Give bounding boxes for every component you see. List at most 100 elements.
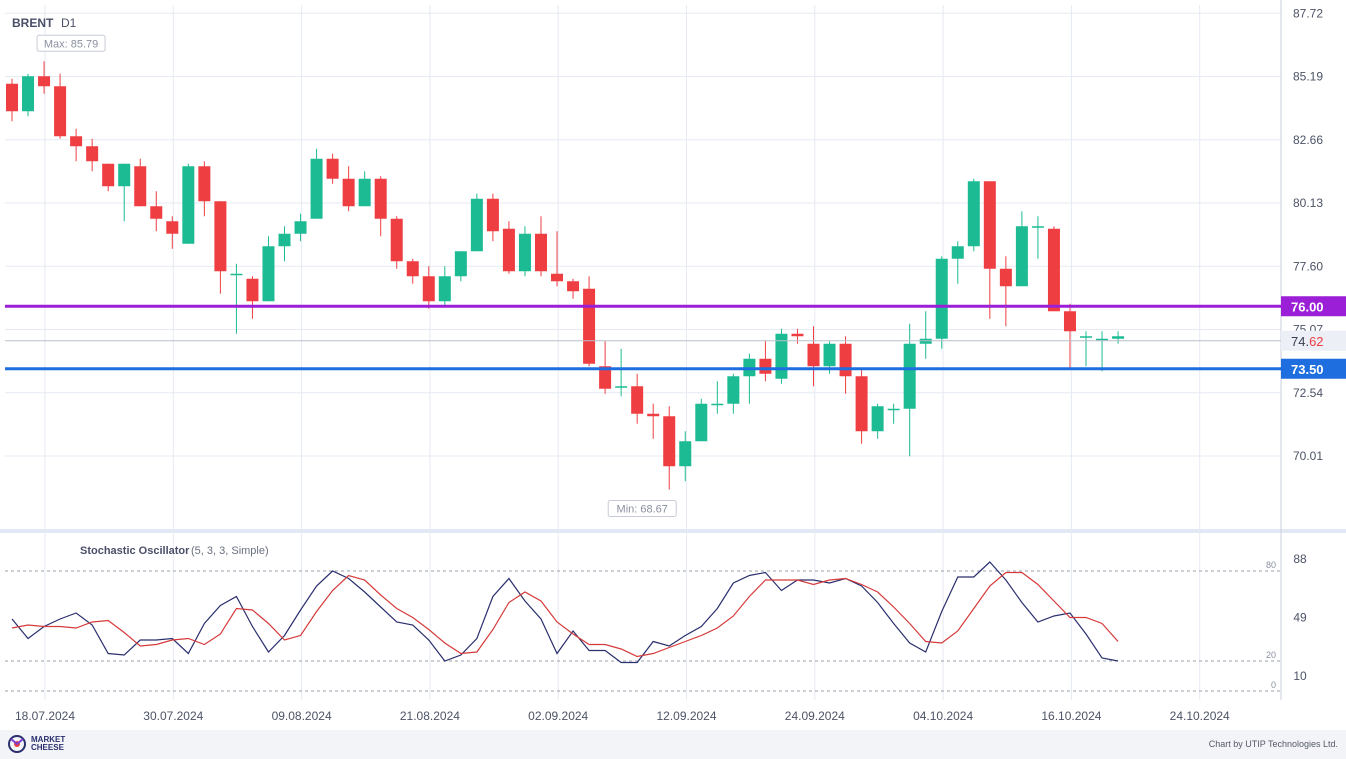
oscillator-level-label: 80 [1266,560,1276,570]
candle-body [663,416,676,467]
candle-body [855,376,868,432]
candle-body [791,333,804,337]
candle-body [198,166,211,202]
oscillator-axis-tick: 49 [1293,611,1307,625]
candle-body [102,163,115,187]
price-level-tag [1281,358,1346,379]
candle-body [342,178,355,207]
price-axis-tick: 72.54 [1293,386,1323,400]
candle-body [727,376,740,404]
candle-body [182,166,195,244]
current-price-tail: 62 [1309,334,1323,349]
current-price-tag [1281,330,1346,351]
candle-body [438,276,451,302]
price-axis-tick: 70.01 [1293,449,1323,463]
price-axis-tick: 82.66 [1293,133,1323,147]
price-level-tag [1281,296,1346,317]
oscillator-params: (5, 3, 3, Simple) [191,545,269,557]
candle-body [903,343,916,409]
candle-body [631,386,644,414]
candle-body [887,408,900,411]
candle-body [839,343,852,377]
market-cheese-logo-icon [8,735,26,753]
oscillator-title: Stochastic Oscillator [80,545,190,557]
price-level-label: 76.00 [1291,299,1324,314]
brand-line-1: MARKET [31,735,66,744]
candle-body [22,76,35,112]
stochastic-d-line [11,571,1119,658]
time-axis-tick: 24.10.2024 [1170,709,1230,723]
candle-body [518,233,531,272]
candle-body [983,181,996,269]
candle-body [807,343,820,367]
oscillator-level-label: 0 [1271,680,1276,690]
candle-body [278,233,291,247]
candle-body [326,158,339,179]
candle-body [166,221,179,234]
candle-body [999,268,1012,287]
candle-body [374,178,387,219]
panel-separator [0,529,1346,533]
current-price-label: 74.62 [1291,334,1324,349]
candle-body [246,278,259,302]
price-axis-tick: 87.72 [1293,6,1323,20]
candle-body [454,251,467,277]
brand-line-2: CHEESE [31,743,64,752]
candle-body [534,233,547,272]
time-axis-tick: 09.08.2024 [272,709,332,723]
candle-body [615,386,628,388]
price-axis-tick: 77.60 [1293,259,1323,273]
candle-body [759,358,772,374]
candle-body [935,258,948,339]
brand-name: MARKET CHEESE [31,736,65,752]
min-price-label-box [607,500,677,517]
candle-body [951,246,964,259]
candle-body [486,198,499,232]
candle-body [358,178,371,207]
candle-body [502,228,515,272]
candle-body [583,288,596,364]
brand-logo: MARKET CHEESE [8,735,65,753]
candle-body [567,281,580,292]
footer-bar [0,730,1346,759]
candle-body [871,406,884,432]
chart-credit: Chart by UTIP Technologies Ltd. [1208,739,1338,749]
candle-body [711,403,724,406]
candle-body [38,76,51,87]
candle-body [214,201,227,272]
stochastic-k-line [11,561,1119,664]
candle-body [390,218,403,262]
candle-body [262,246,275,302]
candle-body [54,86,67,137]
candle-body [1112,336,1125,339]
time-axis-tick: 21.08.2024 [400,709,460,723]
candle-body [310,158,323,219]
candle-body [118,163,131,187]
chart-title: BRENT [12,16,54,30]
candle-body [70,136,83,147]
candle-body [1080,336,1093,338]
candle-body [1063,311,1076,332]
candle-body [551,273,564,282]
time-axis-tick: 30.07.2024 [143,709,203,723]
time-axis-tick: 12.09.2024 [656,709,716,723]
candle-body [695,403,708,442]
candle-body [6,83,18,112]
candle-body [150,206,163,219]
candle-body [1015,226,1028,287]
candle-body [599,366,612,389]
time-axis-tick: 02.09.2024 [528,709,588,723]
candle-body [1096,338,1109,341]
chart-timeframe: D1 [61,16,77,30]
oscillator-axis-tick: 88 [1293,552,1307,566]
max-price-label: Max: 85.79 [44,38,98,50]
max-price-label-box [36,34,106,52]
time-axis-tick: 16.10.2024 [1041,709,1101,723]
candle-body [230,273,243,276]
current-price-main: 74. [1291,334,1309,349]
min-price-label: Min: 68.67 [617,504,668,516]
candle-body [406,261,419,277]
price-chart-svg: 87.7285.1982.6680.1377.6075.0772.5470.01… [0,0,1346,723]
candle-body [679,441,692,467]
